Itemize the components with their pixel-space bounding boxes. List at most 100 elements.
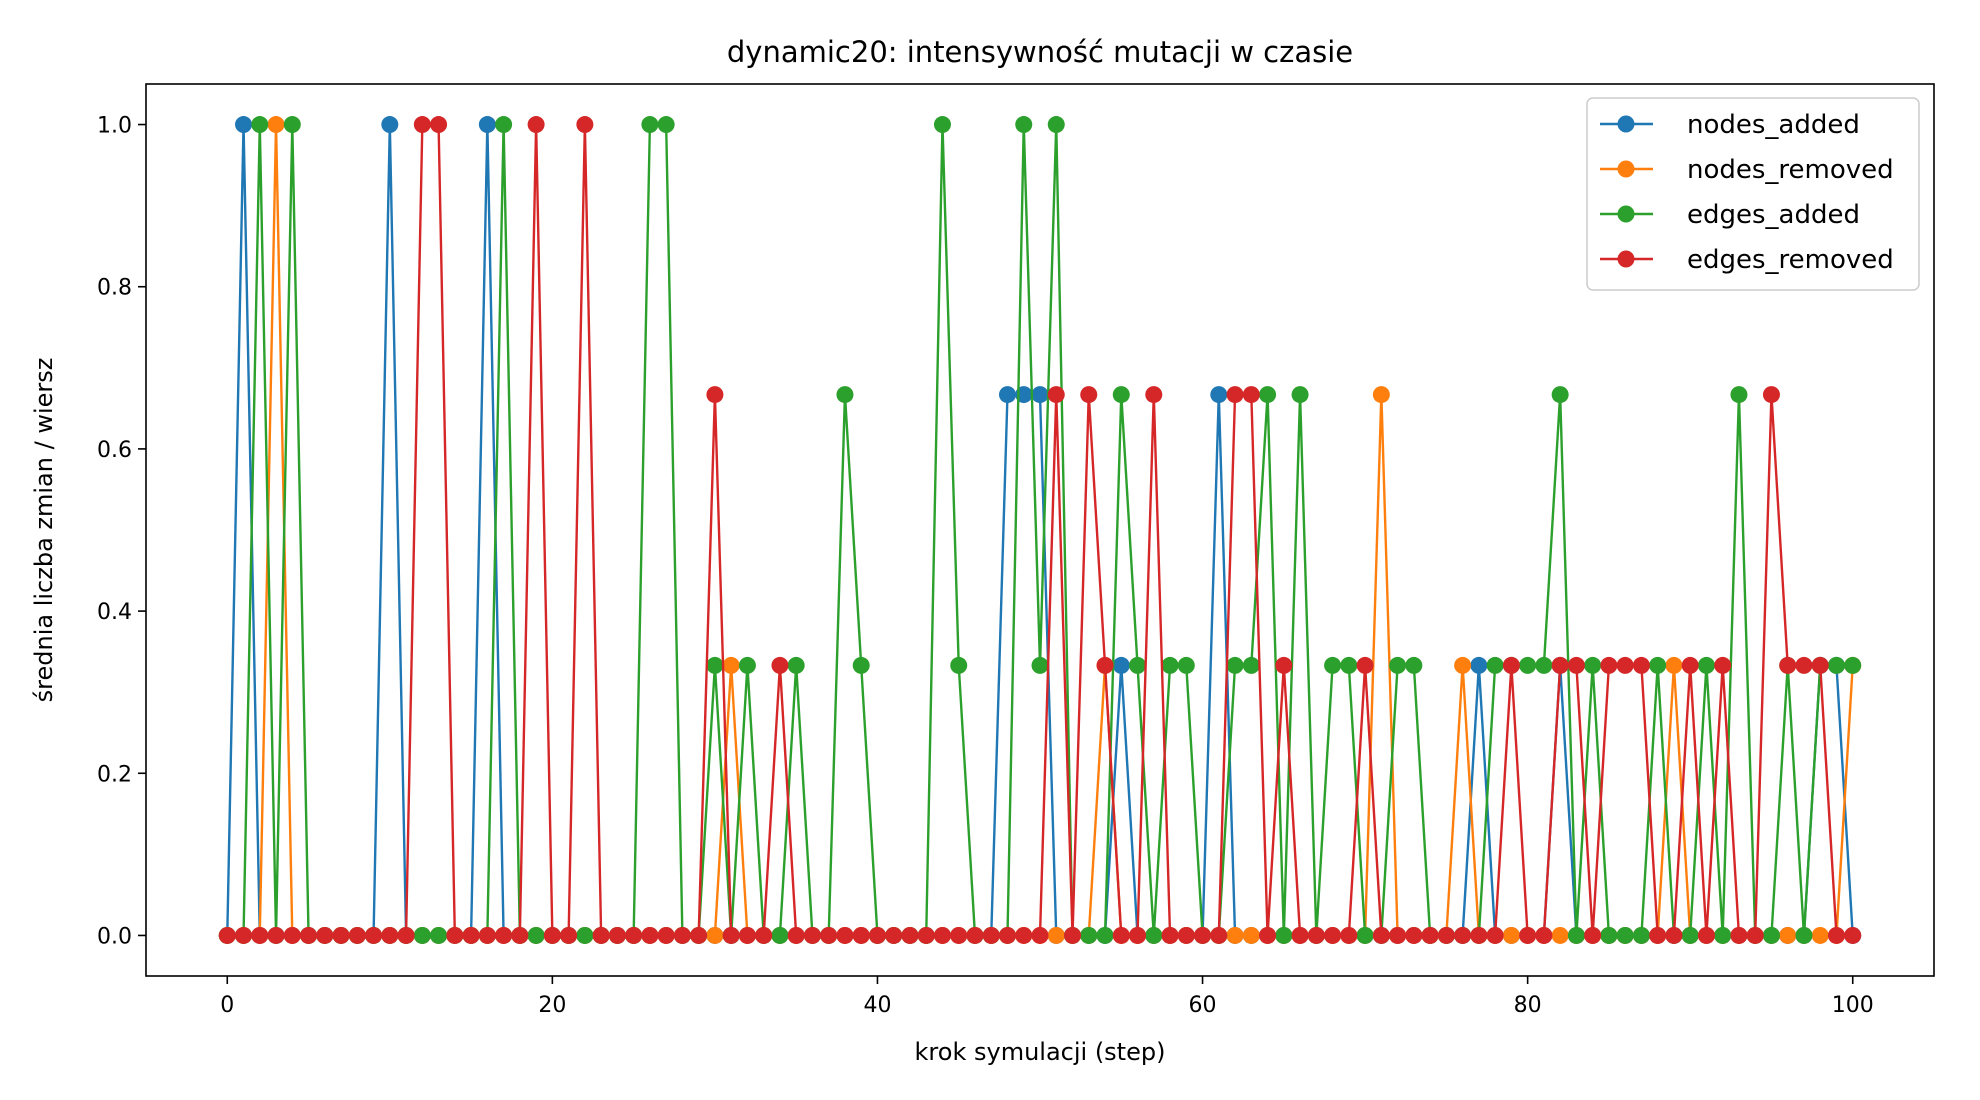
- data-point: [1421, 926, 1439, 944]
- data-point: [527, 116, 545, 134]
- data-point: [1307, 926, 1325, 944]
- legend-marker: [1617, 115, 1635, 133]
- legend-label: nodes_removed: [1687, 155, 1894, 185]
- legend-entry-nodes_removed: nodes_removed: [1600, 155, 1894, 185]
- x-tick-label: 20: [538, 993, 566, 1018]
- data-point: [771, 926, 789, 944]
- data-point: [1746, 926, 1764, 944]
- data-point: [933, 116, 951, 134]
- data-point: [641, 926, 659, 944]
- data-point: [1730, 926, 1748, 944]
- data-point: [1112, 386, 1130, 404]
- data-point: [1129, 656, 1147, 674]
- data-point: [998, 926, 1016, 944]
- ticks-layer: 0 20 40 60 80 100 0.0 0.2 0.4 0.6 0.8 1.0: [97, 114, 1874, 1018]
- data-point: [1405, 656, 1423, 674]
- legend-frame: [1586, 97, 1920, 291]
- data-point: [836, 386, 854, 404]
- data-point: [218, 926, 236, 944]
- data-point: [1844, 656, 1862, 674]
- data-point: [738, 656, 756, 674]
- x-tick-label: 60: [1189, 993, 1217, 1018]
- data-point: [1324, 926, 1342, 944]
- data-point: [300, 926, 318, 944]
- data-point: [235, 926, 253, 944]
- data-point: [1827, 656, 1845, 674]
- data-point: [1567, 926, 1585, 944]
- data-point: [365, 926, 383, 944]
- data-point: [1145, 386, 1163, 404]
- data-point: [1665, 656, 1683, 674]
- data-point: [803, 926, 821, 944]
- x-tick-label: 100: [1832, 993, 1874, 1018]
- y-tick-label: 0.0: [97, 924, 132, 949]
- data-point: [950, 656, 968, 674]
- data-point: [576, 926, 594, 944]
- data-point: [933, 926, 951, 944]
- data-point: [1389, 926, 1407, 944]
- data-point: [1177, 656, 1195, 674]
- data-point: [1031, 656, 1049, 674]
- data-point: [1502, 926, 1520, 944]
- data-point: [1177, 926, 1195, 944]
- data-point: [430, 116, 448, 134]
- data-point: [657, 926, 675, 944]
- data-point: [1080, 386, 1098, 404]
- data-point: [1600, 926, 1618, 944]
- data-point: [478, 116, 496, 134]
- data-point: [1714, 656, 1732, 674]
- x-axis-label: krok symulacji (step): [915, 1038, 1166, 1066]
- data-point: [706, 656, 724, 674]
- data-point: [1389, 656, 1407, 674]
- data-point: [1015, 116, 1033, 134]
- data-point: [283, 926, 301, 944]
- data-point: [1275, 656, 1293, 674]
- data-point: [1811, 656, 1829, 674]
- data-point: [1015, 926, 1033, 944]
- data-point: [1161, 926, 1179, 944]
- y-axis-label: średnia liczba zmian / wiersz: [30, 358, 58, 703]
- data-point: [641, 116, 659, 134]
- data-point: [1730, 386, 1748, 404]
- data-point: [316, 926, 334, 944]
- data-point: [251, 926, 269, 944]
- data-point: [1210, 926, 1228, 944]
- data-point: [917, 926, 935, 944]
- data-point: [462, 926, 480, 944]
- data-point: [673, 926, 691, 944]
- data-point: [1340, 926, 1358, 944]
- chart-title: dynamic20: intensywność mutacji w czasie: [727, 35, 1353, 69]
- data-point: [998, 386, 1016, 404]
- data-point: [966, 926, 984, 944]
- data-point: [1584, 656, 1602, 674]
- data-point: [1047, 386, 1065, 404]
- data-point: [868, 926, 886, 944]
- data-point: [1681, 926, 1699, 944]
- data-point: [1226, 926, 1244, 944]
- data-point: [397, 926, 415, 944]
- data-point: [527, 926, 545, 944]
- data-point: [722, 656, 740, 674]
- data-point: [235, 116, 253, 134]
- data-point: [1697, 656, 1715, 674]
- data-point: [430, 926, 448, 944]
- data-point: [1372, 926, 1390, 944]
- data-point: [1519, 926, 1537, 944]
- data-point: [1437, 926, 1455, 944]
- data-point: [722, 926, 740, 944]
- data-point: [495, 926, 513, 944]
- data-point: [1551, 926, 1569, 944]
- series-edges_removed: [218, 116, 1862, 944]
- legend-entry-nodes_added: nodes_added: [1600, 110, 1860, 140]
- data-point: [1649, 926, 1667, 944]
- data-point: [381, 926, 399, 944]
- data-point: [1242, 386, 1260, 404]
- legend-marker: [1617, 205, 1635, 223]
- data-point: [1047, 116, 1065, 134]
- data-point: [690, 926, 708, 944]
- data-point: [1779, 656, 1797, 674]
- data-point: [1324, 656, 1342, 674]
- data-point: [511, 926, 529, 944]
- data-point: [1356, 656, 1374, 674]
- data-point: [543, 926, 561, 944]
